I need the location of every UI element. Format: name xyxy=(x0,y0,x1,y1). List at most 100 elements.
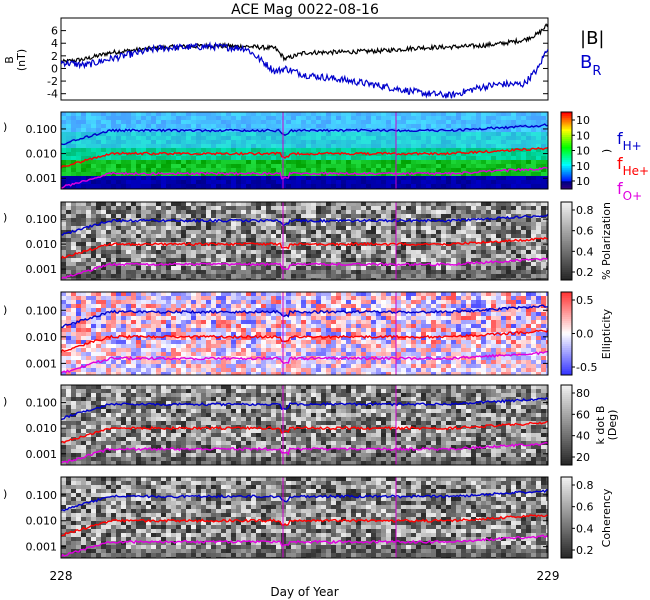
ytick-label: 0.010 xyxy=(26,238,58,251)
legend-b-r: BR xyxy=(580,52,601,79)
colorbar-tick-label: 0.6 xyxy=(576,225,594,238)
ytick-label: 0.100 xyxy=(26,123,58,136)
ylabel-fragment: ) xyxy=(3,395,7,408)
b-ytick-label: 2 xyxy=(51,50,58,63)
colorbar-tick-label: 10 xyxy=(576,114,590,127)
ylabel-fragment: ) xyxy=(3,304,7,317)
b-ylabel-unit: (nT) xyxy=(15,49,28,71)
heatmap-panel xyxy=(60,111,575,190)
panel-frame xyxy=(60,476,549,559)
b-series-line xyxy=(61,41,548,99)
heatmap-cells xyxy=(61,112,548,189)
colorbar-tick-label: 0.2 xyxy=(576,266,594,279)
colorbar-tick-label: 10 xyxy=(576,145,590,158)
frequency-line xyxy=(61,534,548,558)
ytick-label: 0.100 xyxy=(26,304,58,317)
b-ytick-label: 4 xyxy=(51,37,58,50)
colorbar-label-unit: (Deg) xyxy=(606,410,619,441)
ytick-label: 0.001 xyxy=(26,263,58,276)
b-ytick-label: 0 xyxy=(51,62,58,75)
frequency-line xyxy=(61,257,548,280)
legend-b-mag: |B| xyxy=(580,28,604,49)
frequency-line xyxy=(61,441,548,464)
colorbar-tick-label: 0.8 xyxy=(576,479,594,492)
ytick-label: 0.010 xyxy=(26,422,58,435)
colorbar-label: % Polarization xyxy=(600,202,613,280)
line-label-h-plus: fH+ xyxy=(617,129,642,153)
panel-b-field-frame xyxy=(60,17,549,101)
x-axis-label: Day of Year xyxy=(270,585,338,599)
colorbar-frame xyxy=(560,201,573,281)
frequency-line xyxy=(61,146,548,169)
xtick-label: 229 xyxy=(537,569,560,583)
colorbar-frame xyxy=(560,476,573,559)
colorbar xyxy=(560,476,575,559)
frequency-line xyxy=(61,350,548,374)
ytick-label: 0.010 xyxy=(26,148,58,161)
ylabel-fragment: ) xyxy=(3,211,7,224)
frequency-line xyxy=(61,514,548,537)
frequency-line xyxy=(61,213,548,236)
colorbar xyxy=(560,384,575,466)
colorbar-tick-label: 20 xyxy=(576,451,590,464)
ylabel-fragment: ) xyxy=(3,488,7,501)
ytick-label: 0.100 xyxy=(26,489,58,502)
heatmap-cells xyxy=(61,385,548,465)
colorbar xyxy=(560,201,575,281)
b-ytick-label: 6 xyxy=(51,25,58,38)
colorbar-tick-label: -0.5 xyxy=(576,361,597,374)
colorbar xyxy=(560,291,575,376)
ytick-label: 0.001 xyxy=(26,357,58,370)
frequency-line xyxy=(61,236,548,260)
colorbar-label: ) xyxy=(600,149,613,153)
colorbar-tick-label: 0.5 xyxy=(576,294,594,307)
heatmap-cells xyxy=(61,202,548,280)
colorbar-tick-label: 80 xyxy=(576,387,590,400)
frequency-line xyxy=(61,304,548,329)
line-label-o-plus: fO+ xyxy=(617,179,642,203)
frequency-line xyxy=(61,166,548,189)
ytick-label: 0.001 xyxy=(26,448,58,461)
ytick-label: 0.010 xyxy=(26,331,58,344)
colorbar-tick-label: 60 xyxy=(576,408,590,421)
colorbar-tick-label: 0.0 xyxy=(576,328,594,341)
b-ytick-label: -2 xyxy=(47,75,58,88)
line-label-he-plus: fHe+ xyxy=(617,154,649,178)
heatmap-panel xyxy=(60,201,575,281)
frequency-line xyxy=(61,396,548,421)
colorbar-tick-label: 0.4 xyxy=(576,245,594,258)
colorbar-tick-label: 0.8 xyxy=(576,204,594,217)
ytick-label: 0.100 xyxy=(26,213,58,226)
xtick-label: 228 xyxy=(50,569,73,583)
ytick-label: 0.001 xyxy=(26,541,58,554)
colorbar-label: Ellipticity xyxy=(600,308,613,359)
frequency-line xyxy=(61,420,548,444)
colorbar-label: k dot B xyxy=(594,406,607,445)
colorbar-frame xyxy=(560,384,573,466)
ytick-label: 0.010 xyxy=(26,515,58,528)
frequency-line xyxy=(61,329,548,353)
colorbar-tick-label: 0.4 xyxy=(576,522,594,535)
colorbar-tick-label: 40 xyxy=(576,430,590,443)
heatmap-cells xyxy=(61,477,548,558)
heatmap-cells xyxy=(61,292,548,375)
b-ylabel: B xyxy=(3,56,16,64)
panel-frame xyxy=(60,201,549,281)
b-ytick-label: -4 xyxy=(47,88,58,101)
colorbar-tick-label: 0.6 xyxy=(576,501,594,514)
heatmap-panel xyxy=(60,384,575,466)
frequency-line xyxy=(61,489,548,512)
frequency-line xyxy=(61,123,548,146)
heatmap-panel xyxy=(60,476,575,559)
colorbar-tick-label: 0.2 xyxy=(576,544,594,557)
heatmap-panel xyxy=(60,291,575,376)
panel-frame xyxy=(60,384,549,466)
ylabel-fragment: ) xyxy=(3,121,7,134)
panel-frame xyxy=(60,111,549,190)
colorbar-tick-label: 10 xyxy=(576,175,590,188)
chart-title: ACE Mag 0022-08-16 xyxy=(231,2,379,18)
b-series-line xyxy=(61,23,548,65)
colorbar-tick-label: 10 xyxy=(576,160,590,173)
